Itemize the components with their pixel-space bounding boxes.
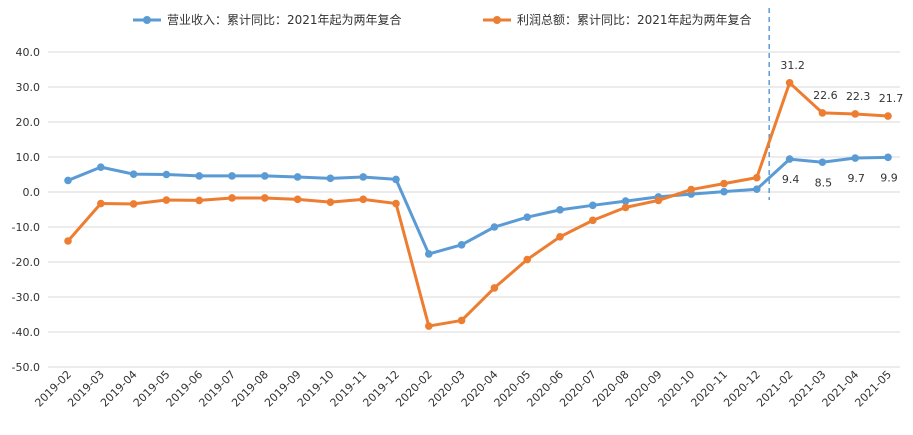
data-point (818, 158, 827, 167)
data-point (129, 200, 138, 208)
legend-label: 利润总额：累计同比：2021年起为两年复合 (517, 12, 752, 27)
data-point (457, 316, 466, 325)
data-point (261, 194, 269, 202)
data-point (162, 170, 171, 179)
data-point (720, 179, 728, 188)
data-point (589, 201, 597, 210)
series-lines (64, 79, 892, 330)
data-point (425, 250, 433, 258)
data-point (293, 195, 302, 204)
data-point (97, 199, 105, 208)
data-point (523, 255, 531, 264)
y-tick-label: -20.0 (12, 256, 40, 269)
data-point (654, 196, 663, 205)
y-axis-ticks: 40.0 30.0 20.0 10.0 0.0 -10.0 -20.0 -30.0 -40.0 -… (12, 46, 40, 374)
data-point (359, 173, 368, 181)
data-point (753, 173, 761, 182)
data-point (359, 195, 368, 204)
data-label: 22.3 (846, 90, 871, 103)
data-point (720, 187, 728, 196)
data-point (425, 322, 433, 330)
data-point (884, 112, 892, 120)
y-tick-label: 40.0 (16, 46, 41, 59)
data-point (129, 170, 138, 178)
data-label: 9.7 (847, 172, 865, 185)
data-point (589, 216, 597, 225)
data-label: 9.9 (880, 171, 898, 184)
gridlines (48, 51, 900, 368)
legend: 营业收入：累计同比：2021年起为两年复合 利润总额：累计同比：2021年起为两年… (133, 12, 752, 27)
y-tick-label: 10.0 (16, 151, 41, 164)
data-label: 21.7 (879, 92, 904, 105)
data-point (162, 196, 171, 204)
y-tick-label: 30.0 (16, 81, 41, 94)
data-point (753, 185, 761, 193)
data-point (64, 237, 72, 245)
data-point (228, 194, 236, 202)
data-label: 22.6 (813, 89, 838, 102)
y-tick-label: -30.0 (12, 291, 40, 304)
data-point (490, 223, 499, 231)
data-point (326, 198, 335, 206)
data-point (195, 172, 203, 180)
series-line-1 (66, 81, 889, 328)
data-point (851, 154, 859, 162)
data-label: 31.2 (780, 59, 805, 72)
data-point (490, 284, 499, 292)
data-label: 8.5 (815, 176, 833, 189)
data-point (228, 172, 236, 180)
data-point (261, 172, 269, 180)
x-axis-ticks: 2019-022019-032019-042019-052019-062019-… (32, 368, 894, 410)
data-point (326, 174, 335, 183)
legend-marker (143, 16, 151, 24)
data-point (556, 206, 564, 214)
data-point (785, 155, 794, 163)
data-label: 9.4 (782, 173, 800, 186)
data-point (687, 185, 695, 194)
data-labels: 9.4 8.5 9.7 9.9 31.2 22.6 22.3 21.7 (780, 59, 903, 189)
y-tick-label: 0.0 (23, 186, 41, 199)
data-point (64, 176, 72, 185)
series-line-0 (67, 155, 889, 256)
data-point (195, 196, 203, 205)
x-tick-label: 2021-05 (852, 368, 894, 410)
data-point (392, 199, 400, 208)
legend-marker (493, 16, 501, 24)
data-point (523, 213, 531, 221)
data-point (621, 197, 630, 205)
data-point (884, 153, 892, 162)
data-point (97, 163, 105, 171)
data-point (851, 110, 859, 118)
legend-label: 营业收入：累计同比：2021年起为两年复合 (167, 12, 402, 27)
data-point (785, 79, 794, 87)
y-tick-label: -40.0 (12, 326, 40, 339)
data-point (392, 175, 400, 184)
data-point (457, 241, 466, 249)
y-tick-label: 20.0 (16, 116, 41, 129)
data-point (556, 233, 564, 241)
y-tick-label: -50.0 (12, 361, 40, 374)
data-point (621, 203, 630, 212)
data-point (818, 109, 827, 117)
y-tick-label: -10.0 (12, 221, 40, 234)
data-point (293, 173, 302, 181)
